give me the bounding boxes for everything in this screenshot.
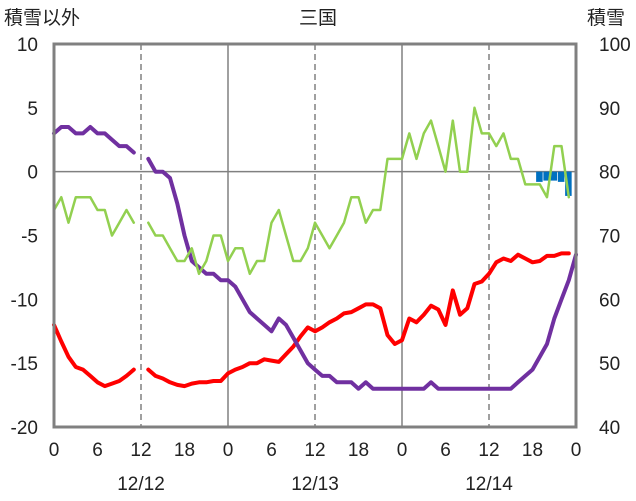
right-tick-label: 70	[599, 227, 620, 248]
left-tick-labels: 10 5 0 -5 -10 -15 -20	[11, 35, 38, 439]
x-tick-label: 0	[49, 440, 60, 461]
left-tick-label: 0	[27, 163, 38, 184]
left-tick-label: -10	[11, 290, 38, 311]
x-tick-label: 0	[397, 440, 408, 461]
right-tick-label: 50	[599, 354, 620, 375]
right-tick-labels: 100 90 80 70 60 50 40	[599, 35, 631, 439]
snow-depth-line	[52, 125, 136, 155]
right-tick-label: 60	[599, 290, 620, 311]
x-tick-label: 18	[174, 440, 195, 461]
right-tick-label: 40	[599, 418, 620, 439]
x-tick-label: 6	[266, 440, 277, 461]
temperature-line	[146, 251, 571, 389]
x-tick-labels: 0 6 12 18 0 6 12 18 0 6 12 18 0	[49, 440, 582, 461]
x-tick-label: 18	[348, 440, 369, 461]
snow-bars	[536, 171, 572, 196]
snow-bar	[543, 171, 550, 181]
date-label: 12/13	[291, 474, 339, 495]
plot-frame	[52, 42, 578, 429]
series-lines	[52, 106, 578, 391]
right-axis-title: 積雪	[587, 7, 625, 29]
snow-bar	[536, 171, 543, 182]
date-label: 12/12	[117, 474, 165, 495]
snow-bar	[550, 171, 558, 181]
x-tick-label: 0	[571, 440, 582, 461]
x-tick-label: 0	[223, 440, 234, 461]
snow-depth-line	[146, 156, 578, 391]
left-tick-label: 10	[17, 35, 38, 56]
x-tick-label: 6	[92, 440, 103, 461]
right-tick-label: 100	[599, 35, 631, 56]
left-tick-label: -20	[11, 418, 38, 439]
x-tick-label: 12	[304, 440, 325, 461]
plot-grid	[54, 44, 576, 427]
right-tick-label: 90	[599, 99, 620, 120]
snow-bar	[565, 171, 572, 196]
left-tick-label: 5	[27, 99, 38, 120]
left-tick-label: -15	[11, 354, 38, 375]
right-tick-label: 80	[599, 163, 620, 184]
temperature-line	[52, 322, 136, 389]
x-tick-label: 12	[130, 440, 151, 461]
left-tick-label: -5	[21, 227, 38, 248]
x-tick-label: 12	[478, 440, 499, 461]
chart-title: 三国	[299, 7, 337, 29]
green-series-line	[147, 106, 571, 276]
date-labels: 12/12 12/13 12/14	[117, 474, 513, 495]
date-label: 12/14	[465, 474, 513, 495]
x-tick-label: 18	[522, 440, 543, 461]
left-axis-title: 積雪以外	[4, 7, 80, 29]
snow-bar	[557, 171, 565, 182]
green-series-line	[52, 195, 136, 237]
x-tick-label: 6	[440, 440, 451, 461]
